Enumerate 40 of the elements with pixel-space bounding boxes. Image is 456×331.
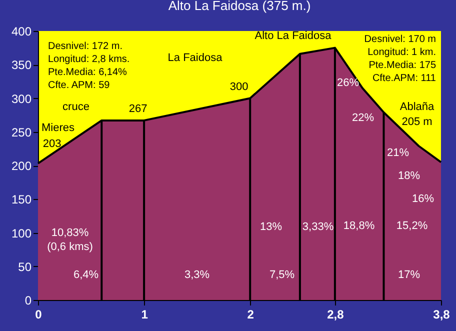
y-tick-label: 50 [18, 260, 32, 274]
x-tick-label: 3,8 [433, 308, 450, 322]
annotation: 18% [398, 170, 420, 182]
annotation: 6,4% [73, 269, 99, 281]
y-tick-label: 0 [24, 294, 32, 308]
x-tick-label: 1 [141, 308, 148, 322]
annotation: 203 [42, 138, 62, 150]
annotation: 22% [352, 112, 374, 124]
y-tick-label: 200 [11, 159, 32, 173]
annotation: Mieres [41, 122, 75, 134]
annotation: Desnivel: 172 m. Longitud: 2,8 kms. Pte.Media: 6,14% Cfte. APM: 59 [48, 41, 130, 91]
y-tick-label: 250 [11, 125, 32, 140]
annotation: cruce [62, 101, 90, 113]
annotation: 205 m [402, 116, 432, 128]
y-tick-label: 100 [11, 226, 32, 240]
annotation: 3,3% [184, 269, 210, 281]
annotation: 13% [260, 221, 282, 233]
annotation: Ablaña [400, 101, 435, 113]
chart-title: Alto La Faidosa (375 m.) [168, 0, 311, 13]
annotation: La Faidosa [168, 52, 224, 64]
annotation: 16% [412, 193, 434, 205]
annotation: 3,33% [302, 221, 334, 233]
x-tick-label: 2 [247, 308, 254, 322]
annotation: 26% [336, 77, 360, 89]
annotation: 21% [386, 147, 410, 159]
y-tick-label: 350 [11, 58, 32, 72]
annotation: 7,5% [269, 269, 295, 281]
y-tick-label: 150 [11, 192, 32, 207]
annotation: Alto La Faidosa [254, 30, 332, 42]
x-tick-label: 0 [35, 308, 42, 322]
x-tick-label: 2,8 [327, 308, 344, 322]
annotation: 10,83% (0,6 kms) [47, 227, 93, 253]
annotation: 18,8% [343, 220, 375, 232]
y-tick-label: 300 [11, 92, 32, 106]
annotation: 17% [398, 269, 420, 281]
annotation: 267 [128, 103, 148, 115]
annotation: Desnivel: 170 m Longitud: 1 km. Pte.Media: 175 Cfte.APM: 111 [364, 34, 436, 84]
annotation: 15,2% [396, 220, 428, 232]
y-tick-label: 400 [11, 24, 32, 38]
annotation: 300 [230, 81, 248, 93]
